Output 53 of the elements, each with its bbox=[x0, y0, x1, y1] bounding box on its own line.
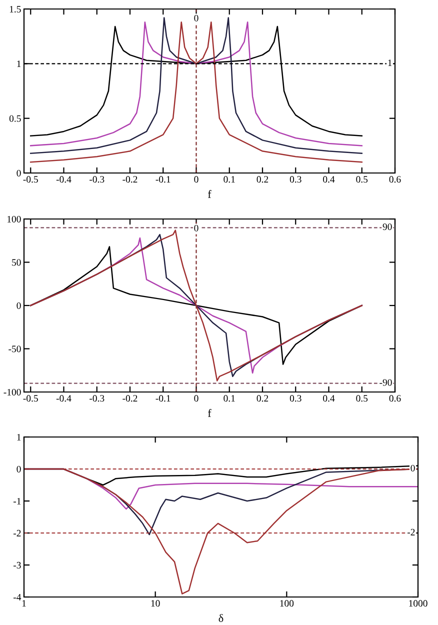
x-tick-label: 0.2 bbox=[256, 176, 268, 183]
x-tick-label: 0.4 bbox=[323, 176, 335, 183]
x-tick-label: -0.2 bbox=[122, 395, 138, 402]
x-axis-title: δ bbox=[218, 614, 224, 622]
x-tick-label: -0.3 bbox=[90, 395, 104, 402]
x-tick-label: 0.3 bbox=[290, 395, 302, 402]
y-tick-label: -2 bbox=[13, 530, 21, 536]
y-tick-label: -4 bbox=[13, 594, 22, 600]
x-tick-label: 1 bbox=[22, 600, 26, 607]
y-tick-label: 0 bbox=[16, 170, 21, 176]
x-tick-label: -0.1 bbox=[156, 395, 170, 402]
x-axis-title: f bbox=[208, 190, 212, 198]
y-tick-label: 0 bbox=[16, 466, 21, 472]
x-tick-label: -0.4 bbox=[56, 176, 72, 183]
y-tick-label: 1 bbox=[17, 434, 21, 440]
x-tick-label: 0.2 bbox=[256, 395, 268, 402]
x-tick-label: 0.5 bbox=[356, 176, 368, 183]
ref-line-label: 0 bbox=[410, 464, 415, 472]
x-axis-title: f bbox=[208, 409, 212, 417]
y-tick-label: 100 bbox=[7, 216, 21, 222]
x-tick-label: -0.3 bbox=[90, 176, 104, 183]
y-tick-label: -1 bbox=[13, 498, 21, 504]
y-tick-label: -100 bbox=[4, 388, 21, 396]
x-tick-label: 0.4 bbox=[323, 395, 335, 402]
y-tick-label: -50 bbox=[8, 346, 21, 352]
x-tick-label: 0.3 bbox=[290, 176, 302, 183]
ref-line-label: 0 bbox=[194, 224, 198, 232]
y-tick-label: 0 bbox=[16, 302, 21, 309]
x-tick-label: -0.5 bbox=[23, 395, 38, 402]
ref-line-label: -90 bbox=[380, 379, 392, 386]
x-tick-label: 100 bbox=[280, 600, 294, 607]
x-tick-label: 0 bbox=[194, 395, 198, 402]
x-tick-label: 0.1 bbox=[224, 176, 235, 183]
x-tick-label: 1000 bbox=[409, 600, 428, 607]
x-tick-label: 0 bbox=[194, 176, 198, 183]
x-tick-label: 0.6 bbox=[389, 395, 401, 402]
y-tick-label: 50 bbox=[12, 259, 21, 266]
x-tick-label: 0.5 bbox=[356, 395, 368, 402]
y-tick-label: 1 bbox=[17, 60, 21, 68]
x-tick-label: -0.5 bbox=[23, 176, 38, 183]
x-tick-label: -0.4 bbox=[56, 395, 72, 402]
y-tick-label: 0.5 bbox=[9, 115, 21, 122]
ref-line-label: 1 bbox=[388, 60, 392, 66]
x-tick-label: -0.2 bbox=[122, 176, 138, 183]
x-tick-label: 0.6 bbox=[389, 176, 401, 183]
ref-line-label: 90 bbox=[382, 224, 392, 230]
y-tick-label: 1.5 bbox=[10, 6, 21, 13]
x-tick-label: -0.1 bbox=[156, 176, 170, 183]
y-tick-label: -3 bbox=[13, 562, 21, 568]
ref-line-label: 0 bbox=[194, 14, 198, 22]
x-tick-label: 10 bbox=[151, 600, 160, 607]
ref-line-label: -2 bbox=[407, 528, 415, 536]
x-tick-label: 0.1 bbox=[224, 395, 235, 402]
